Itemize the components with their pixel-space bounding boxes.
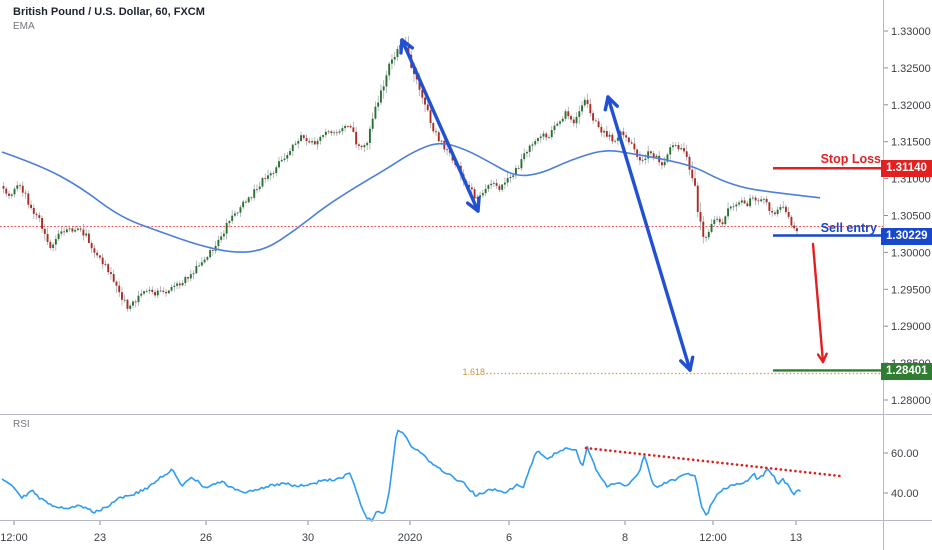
ema-line[interactable] bbox=[1, 142, 821, 253]
time-tick-label: 23 bbox=[94, 532, 106, 544]
time-tick-label: 6 bbox=[506, 532, 512, 544]
price-tick-label: 1.30500 bbox=[891, 211, 931, 223]
sell-entry-price-badge[interactable]: 1.30229 bbox=[881, 228, 932, 245]
rsi-line[interactable] bbox=[1, 429, 802, 523]
price-tick-label: 1.31500 bbox=[891, 137, 931, 149]
sell-target-arrow[interactable] bbox=[811, 242, 828, 364]
stop-loss-price-badge[interactable]: 1.31140 bbox=[881, 160, 932, 177]
stop-loss-label[interactable]: Stop Loss bbox=[820, 152, 881, 166]
candles-layer bbox=[2, 35, 798, 312]
price-tick-label: 1.32500 bbox=[891, 63, 931, 75]
time-tick-label: 12:00 bbox=[0, 532, 28, 544]
time-tick-label: 12:00 bbox=[699, 532, 727, 544]
target-price-badge[interactable]: 1.28401 bbox=[881, 363, 932, 380]
rsi-tick-label: 40.00 bbox=[891, 488, 919, 500]
ema-indicator-label[interactable]: EMA bbox=[13, 21, 35, 32]
time-tick-label: 8 bbox=[622, 532, 628, 544]
rsi-indicator-label[interactable]: RSI bbox=[13, 419, 30, 430]
trend-arrow-peak-drop[interactable] bbox=[399, 38, 481, 213]
time-axis-labels[interactable]: 12:00 23 26 30 2020 6 8 12:00 13 bbox=[0, 521, 802, 544]
rsi-trendline[interactable] bbox=[584, 446, 842, 478]
price-tick-label: 1.29500 bbox=[891, 284, 931, 296]
time-tick-label: 2020 bbox=[398, 532, 422, 544]
fib-extension-label[interactable]: 1.618 bbox=[462, 367, 485, 377]
time-tick-label: 13 bbox=[790, 532, 802, 544]
time-tick-label: 30 bbox=[302, 532, 314, 544]
price-tick-label: 1.32000 bbox=[891, 100, 931, 112]
price-tick-label: 1.28000 bbox=[891, 395, 931, 407]
price-tick-label: 1.29000 bbox=[891, 321, 931, 333]
price-axis-labels[interactable]: 1.330001.325001.320001.315001.310001.305… bbox=[884, 26, 931, 407]
rsi-axis-labels[interactable]: 60.00 40.00 bbox=[884, 448, 919, 500]
trend-arrow-projection[interactable] bbox=[603, 95, 695, 372]
symbol-title[interactable]: British Pound / U.S. Dollar, 60, FXCM bbox=[13, 6, 205, 18]
rsi-tick-label: 60.00 bbox=[891, 448, 919, 460]
sell-entry-label[interactable]: Sell entry bbox=[820, 221, 877, 235]
price-tick-label: 1.30000 bbox=[891, 247, 931, 259]
price-tick-label: 1.33000 bbox=[891, 26, 931, 38]
time-tick-label: 26 bbox=[200, 532, 212, 544]
